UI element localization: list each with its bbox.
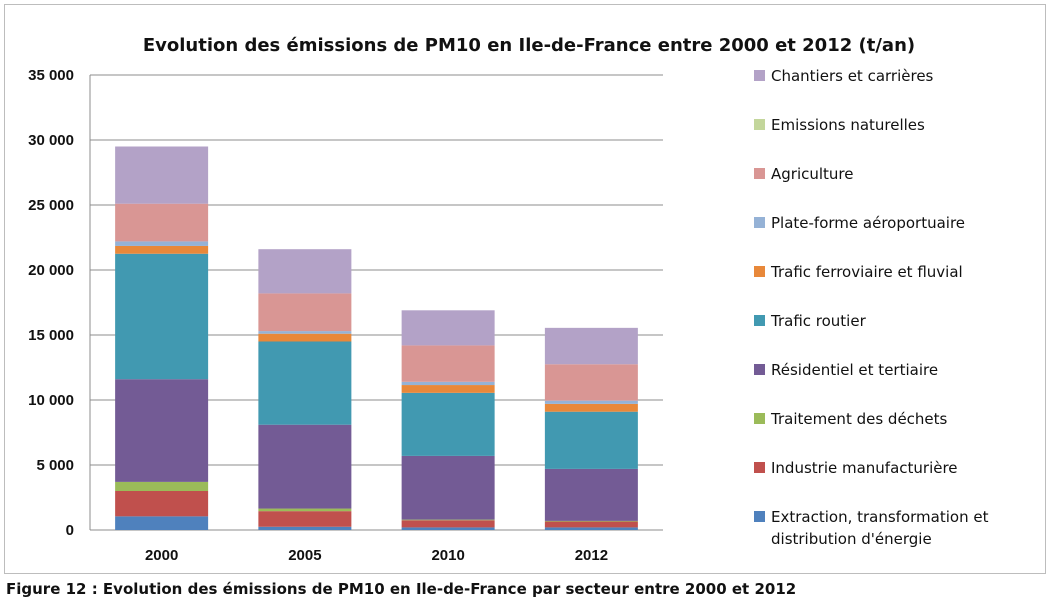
legend-item: Traitement des déchets [754,410,948,428]
legend-label: Emissions naturelles [771,116,925,134]
legend-item: Trafic routier [754,312,867,330]
y-tick-label: 15 000 [28,327,74,344]
y-tick-label: 35 000 [28,67,74,84]
x-tick-label: 2000 [145,547,178,564]
legend-label: Trafic ferroviaire et fluvial [770,263,963,281]
bar-segment [258,341,352,425]
bar-segment [258,511,352,527]
legend-label: Résidentiel et tertiaire [771,361,938,379]
legend-item: Résidentiel et tertiaire [754,361,938,379]
bar-segment [258,331,352,334]
bar-segment [115,379,209,482]
bar-segment [544,400,638,404]
legend-swatch [754,462,765,473]
bar-segment [401,385,495,393]
bar-segment [401,381,495,386]
bar-segment [401,345,495,382]
chart-frame: Evolution des émissions de PM10 en Ile-d… [4,4,1046,574]
legend-item: Plate-forme aéroportuaire [754,214,965,232]
bar-segment [544,364,638,401]
y-tick-label: 30 000 [28,132,74,149]
x-tick-label: 2012 [575,547,608,564]
legend-item: Industrie manufacturière [754,459,958,477]
chart-title: Evolution des émissions de PM10 en Ile-d… [143,35,915,56]
legend: Chantiers et carrières Emissions naturell… [754,67,989,548]
bar-segment [544,327,638,365]
legend-swatch [754,70,765,81]
legend-item: Extraction, transformation et distributio… [754,508,989,548]
bar-segment [258,293,352,332]
legend-item: Agriculture [754,165,854,183]
bar-segment [544,468,638,521]
stacked-bar-chart: Evolution des émissions de PM10 en Ile-d… [28,35,989,564]
bar-segment [115,491,209,517]
bar-segment [115,245,209,254]
bar-segment [544,411,638,469]
bars [115,146,638,530]
bar-segment [115,253,209,380]
bar-segment [258,424,352,509]
x-tick-label: 2005 [288,547,321,564]
legend-label: Plate-forme aéroportuaire [771,214,965,232]
x-tick-label: 2010 [431,547,464,564]
bar-segment [401,520,495,528]
y-tick-label: 10 000 [28,392,74,409]
legend-swatch [754,168,765,179]
legend-swatch [754,511,765,522]
bar-segment [115,481,209,491]
y-tick-label: 25 000 [28,197,74,214]
legend-label: Agriculture [771,165,854,183]
bar-segment [258,526,352,530]
legend-label: Chantiers et carrières [771,67,934,85]
legend-swatch [754,364,765,375]
legend-swatch [754,217,765,228]
bar-segment [115,516,209,530]
bar-segment [401,392,495,456]
y-axis-ticks: 0 5 000 10 000 15 000 20 000 25 000 30 000 35 0… [28,67,74,539]
bar-segment [258,333,352,342]
bar-segment [258,508,352,512]
legend-item: Trafic ferroviaire et fluvial [754,263,963,281]
bar-segment [115,241,209,246]
legend-label: Extraction, transformation et distributio… [771,508,989,548]
bar-segment [544,527,638,530]
bar-segment [401,519,495,521]
legend-label: Industrie manufacturière [771,459,958,477]
legend-label: Traitement des déchets [770,410,948,428]
bar-segment [258,249,352,294]
bar-segment [115,146,209,204]
x-axis-ticks: 2000 2005 2010 2012 [145,547,608,564]
bar-segment [544,403,638,412]
legend-item: Chantiers et carrières [754,67,934,85]
y-tick-label: 20 000 [28,262,74,279]
bar-segment [544,520,638,522]
figure-caption: Figure 12 : Evolution des émissions de P… [6,580,797,598]
legend-swatch [754,266,765,277]
legend-item: Emissions naturelles [754,116,925,134]
legend-label: Trafic routier [770,312,867,330]
bar-segment [115,203,209,242]
bar-segment [401,527,495,530]
bar-segment [401,310,495,346]
legend-swatch [754,315,765,326]
legend-swatch [754,119,765,130]
y-tick-label: 5 000 [36,457,74,474]
legend-swatch [754,413,765,424]
y-tick-label: 0 [66,522,74,539]
bar-segment [401,455,495,520]
bar-segment [544,521,638,528]
